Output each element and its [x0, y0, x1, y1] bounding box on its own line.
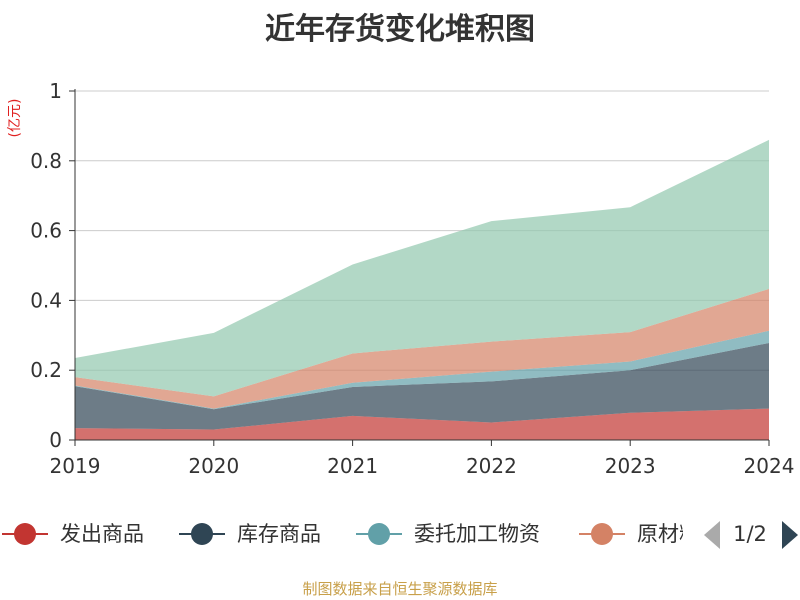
y-tick-label: 1	[49, 79, 62, 103]
x-tick-label: 2021	[327, 454, 378, 478]
legend-item[interactable]: 库存商品	[179, 522, 321, 546]
area-series-5	[75, 139, 769, 397]
legend-label: 原材料	[637, 522, 700, 546]
legend-item[interactable]: 原材料	[579, 522, 700, 546]
y-tick-label: 0.4	[30, 288, 62, 312]
area-series-3	[75, 330, 769, 410]
stacked-areas	[75, 139, 769, 440]
legend-label: 库存商品	[237, 522, 321, 546]
axes: 0 0.2 0.4 0.6 0.8 1 2019 2020 2021 2022 2023 2024	[30, 79, 794, 478]
y-tick-label: 0.8	[30, 149, 62, 173]
chart-title: 近年存货变化堆积图	[265, 12, 535, 47]
x-tick-label: 2024	[744, 454, 795, 478]
legend-item[interactable]: 发出商品	[2, 522, 144, 546]
legend-page-indicator: 1/2	[733, 522, 767, 546]
legend: 发出商品 库存商品 委托加工物资 原材料 1/2	[2, 521, 798, 549]
legend-item[interactable]: 委托加工物资	[356, 522, 540, 546]
area-series-4	[75, 288, 769, 409]
x-tick-label: 2019	[50, 454, 101, 478]
legend-prev-icon[interactable]	[704, 521, 720, 549]
x-tick-label: 2023	[605, 454, 656, 478]
legend-next-icon[interactable]	[782, 521, 798, 549]
x-tick-label: 2022	[466, 454, 517, 478]
legend-marker	[191, 523, 213, 545]
y-tick-label: 0.2	[30, 358, 62, 382]
y-tick-label: 0.6	[30, 219, 62, 243]
area-series-1	[75, 408, 769, 440]
legend-marker	[14, 523, 36, 545]
legend-marker	[591, 523, 613, 545]
legend-marker	[368, 523, 390, 545]
legend-label: 委托加工物资	[414, 522, 540, 546]
y-tick-label: 0	[49, 428, 62, 452]
legend-items: 发出商品 库存商品 委托加工物资 原材料	[2, 522, 700, 546]
area-series-2	[75, 342, 769, 430]
legend-label: 发出商品	[60, 522, 144, 546]
y-axis-label: (亿元)	[7, 99, 23, 138]
x-tick-label: 2020	[188, 454, 239, 478]
source-note: 制图数据来自恒生聚源数据库	[302, 580, 498, 598]
